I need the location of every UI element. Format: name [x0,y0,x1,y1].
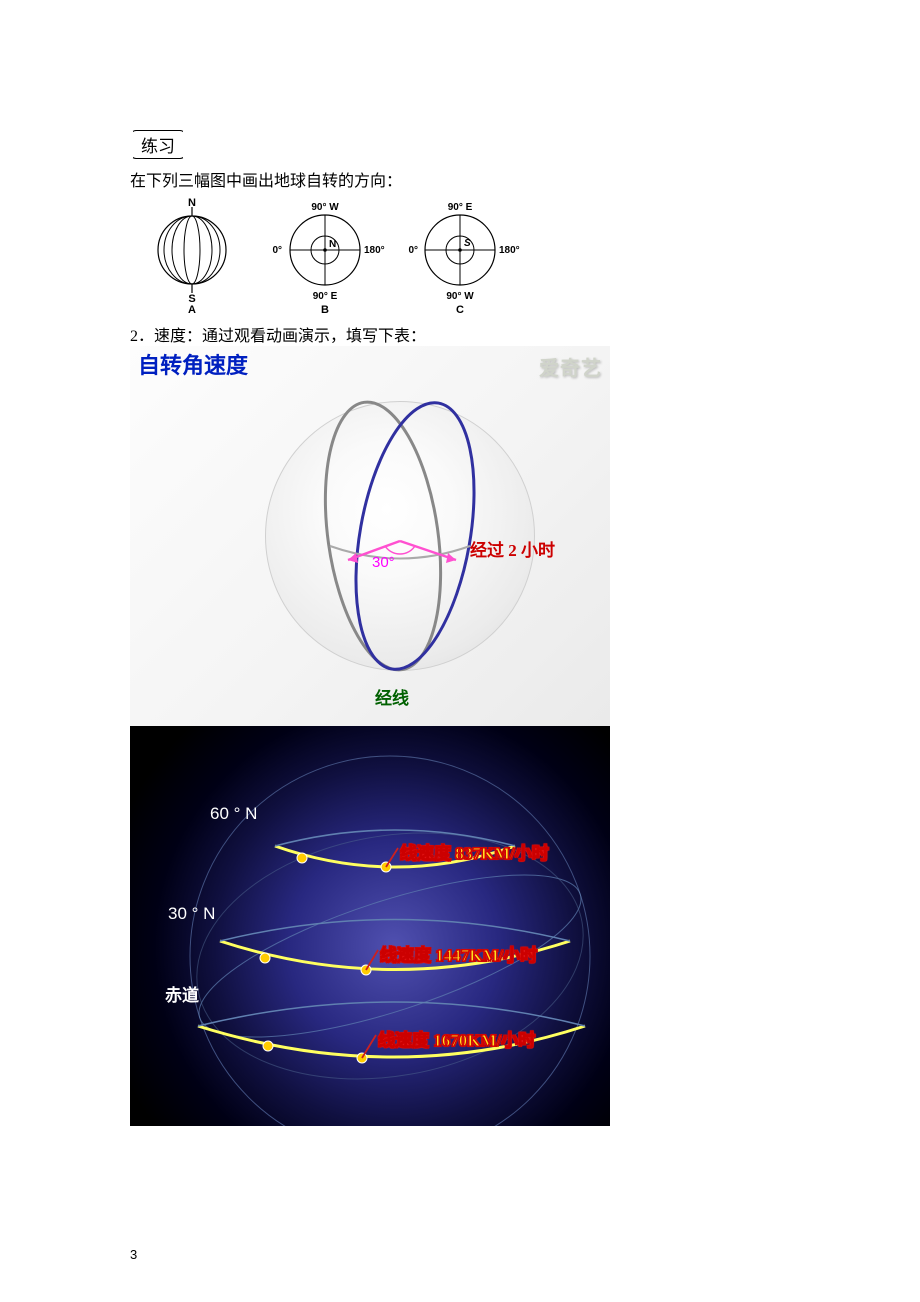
svg-text:90° E: 90° E [313,291,338,302]
globe-c: S 90° E 90° W 0° 180° C [408,202,519,315]
speed-60n-label: 线速度 837KM/小时 [400,839,549,864]
svg-text:N: N [188,197,196,209]
svg-text:180°: 180° [364,245,385,256]
svg-text:S: S [464,238,471,249]
svg-text:A: A [188,304,196,315]
svg-text:90° W: 90° W [311,202,339,213]
svg-text:B: B [321,304,329,315]
speed-30n-label: 线速度 1447KM/小时 [380,941,537,966]
latitude-60n-label: 60 ° N [210,804,257,824]
linear-velocity-figure: 60 ° N 30 ° N 赤道 线速度 837KM/小时 线速度 1447KM… [130,726,610,1126]
earth-lat-grid [130,726,610,1126]
practice-heading: 练习 [130,130,186,159]
practice-label: 练习 [141,137,175,156]
svg-text:90° E: 90° E [448,202,473,213]
svg-text:N: N [329,239,336,250]
svg-text:180°: 180° [499,245,520,256]
svg-text:0°: 0° [272,245,282,256]
section-2-text: 2．速度：通过观看动画演示，填写下表： [130,322,790,346]
latitude-30n-label: 30 ° N [168,904,215,924]
svg-text:90° W: 90° W [446,291,474,302]
globe-b: N 90° W 90° E 0° 180° B [272,202,384,315]
angle-30-label: 30° [372,554,395,571]
page-number: 3 [130,1247,137,1262]
time-elapsed-label: 经过 2 小时 [470,536,555,561]
globe-rotation-diagrams: N S A N 90° W 90° E 0° 180° B S 90° E [130,195,530,315]
meridian-label: 经线 [375,684,409,709]
instruction-text: 在下列三幅图中画出地球自转的方向： [130,167,790,191]
angular-velocity-figure: 自转角速度 爱奇艺 经过 2 小时 30° 经线 [130,346,610,726]
speed-equator-label: 线速度 1670KM/小时 [378,1026,535,1051]
latitude-equator-label: 赤道 [165,981,199,1006]
svg-text:0°: 0° [408,245,418,256]
globe-a: N S A [158,197,226,315]
svg-text:C: C [456,304,464,315]
